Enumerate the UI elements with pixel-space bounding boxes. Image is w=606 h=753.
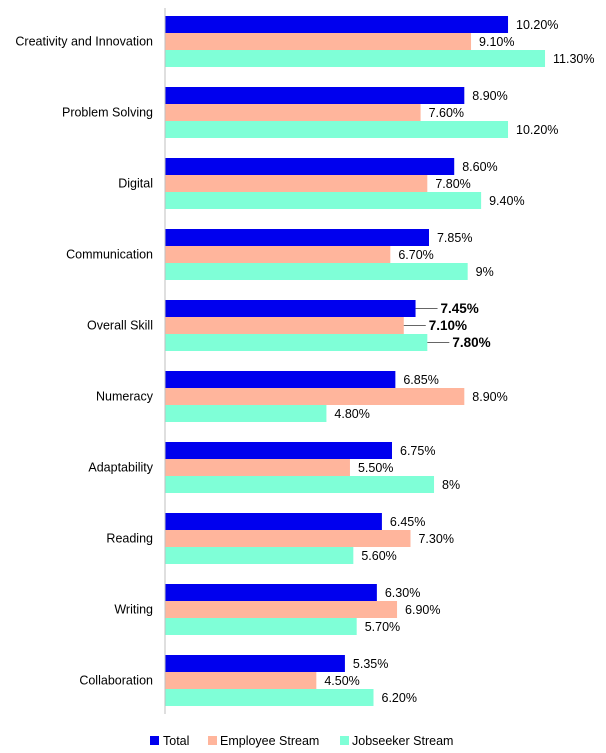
data-label-jobseeker-stream-overall-skill: 7.80% <box>452 335 490 350</box>
category-label-problem-solving: Problem Solving <box>62 106 153 120</box>
bar-total-digital <box>165 158 455 175</box>
data-label-total-adaptability: 6.75% <box>400 444 435 458</box>
bar-employee-stream-problem-solving <box>165 104 421 121</box>
category-label-writing: Writing <box>114 603 153 617</box>
bar-total-numeracy <box>165 371 396 388</box>
data-label-jobseeker-stream-communication: 9% <box>476 265 494 279</box>
bar-employee-stream-collaboration <box>165 672 317 689</box>
legend-label-employee-stream: Employee Stream <box>220 734 319 748</box>
bar-jobseeker-stream-problem-solving <box>165 121 509 138</box>
bar-total-reading <box>165 513 382 530</box>
bar-total-creativity-and-innovation <box>165 16 509 33</box>
bar-jobseeker-stream-digital <box>165 192 482 209</box>
legend-swatch-employee-stream <box>208 736 217 745</box>
data-label-employee-stream-numeracy: 8.90% <box>472 390 507 404</box>
legend-swatch-total <box>150 736 159 745</box>
data-label-employee-stream-overall-skill: 7.10% <box>429 318 467 333</box>
data-label-total-collaboration: 5.35% <box>353 657 388 671</box>
legend: Total Employee Stream Jobseeker Stream <box>150 734 453 748</box>
bar-jobseeker-stream-writing <box>165 618 357 635</box>
data-label-jobseeker-stream-problem-solving: 10.20% <box>516 123 558 137</box>
bar-jobseeker-stream-collaboration <box>165 689 374 706</box>
bar-jobseeker-stream-overall-skill <box>165 334 428 351</box>
bar-employee-stream-overall-skill <box>165 317 404 334</box>
category-label-communication: Communication <box>66 248 153 262</box>
bar-jobseeker-stream-reading <box>165 547 354 564</box>
data-label-total-reading: 6.45% <box>390 515 425 529</box>
category-label-collaboration: Collaboration <box>79 674 153 688</box>
bar-employee-stream-numeracy <box>165 388 465 405</box>
data-label-jobseeker-stream-creativity-and-innovation: 11.30% <box>553 52 594 66</box>
category-label-reading: Reading <box>106 532 153 546</box>
category-label-numeracy: Numeracy <box>96 390 154 404</box>
data-label-employee-stream-creativity-and-innovation: 9.10% <box>479 35 514 49</box>
bar-employee-stream-communication <box>165 246 391 263</box>
data-label-jobseeker-stream-collaboration: 6.20% <box>382 691 417 705</box>
plot-area: Creativity and Innovation10.20%9.10%11.3… <box>15 8 594 714</box>
data-label-employee-stream-problem-solving: 7.60% <box>429 106 464 120</box>
data-label-total-overall-skill: 7.45% <box>441 301 479 316</box>
legend-label-jobseeker-stream: Jobseeker Stream <box>352 734 453 748</box>
bar-total-writing <box>165 584 377 601</box>
bar-employee-stream-adaptability <box>165 459 350 476</box>
category-label-digital: Digital <box>118 177 153 191</box>
legend-item-employee-stream: Employee Stream <box>208 734 319 748</box>
bar-jobseeker-stream-numeracy <box>165 405 327 422</box>
bar-total-collaboration <box>165 655 345 672</box>
data-label-total-communication: 7.85% <box>437 231 472 245</box>
category-label-creativity-and-innovation: Creativity and Innovation <box>15 35 153 49</box>
bar-total-overall-skill <box>165 300 416 317</box>
data-label-jobseeker-stream-reading: 5.60% <box>361 549 396 563</box>
data-label-total-creativity-and-innovation: 10.20% <box>516 18 558 32</box>
bar-employee-stream-digital <box>165 175 428 192</box>
bar-jobseeker-stream-creativity-and-innovation <box>165 50 546 67</box>
bar-total-communication <box>165 229 429 246</box>
bar-total-adaptability <box>165 442 393 459</box>
category-label-adaptability: Adaptability <box>88 461 153 475</box>
data-label-employee-stream-collaboration: 4.50% <box>324 674 359 688</box>
legend-item-total: Total <box>150 734 189 748</box>
data-label-total-problem-solving: 8.90% <box>472 89 507 103</box>
data-label-total-digital: 8.60% <box>462 160 497 174</box>
bar-employee-stream-reading <box>165 530 411 547</box>
data-label-employee-stream-writing: 6.90% <box>405 603 440 617</box>
category-label-overall-skill: Overall Skill <box>87 319 153 333</box>
legend-swatch-jobseeker-stream <box>340 736 349 745</box>
legend-item-jobseeker-stream: Jobseeker Stream <box>340 734 453 748</box>
data-label-jobseeker-stream-numeracy: 4.80% <box>334 407 369 421</box>
bar-total-problem-solving <box>165 87 465 104</box>
data-label-total-numeracy: 6.85% <box>403 373 438 387</box>
data-label-employee-stream-digital: 7.80% <box>435 177 470 191</box>
bar-jobseeker-stream-communication <box>165 263 468 280</box>
legend-label-total: Total <box>163 734 189 748</box>
data-label-jobseeker-stream-digital: 9.40% <box>489 194 524 208</box>
data-label-jobseeker-stream-writing: 5.70% <box>365 620 400 634</box>
data-label-employee-stream-adaptability: 5.50% <box>358 461 393 475</box>
data-label-employee-stream-communication: 6.70% <box>398 248 433 262</box>
data-label-total-writing: 6.30% <box>385 586 420 600</box>
bar-employee-stream-creativity-and-innovation <box>165 33 472 50</box>
data-label-employee-stream-reading: 7.30% <box>418 532 453 546</box>
bar-employee-stream-writing <box>165 601 398 618</box>
data-label-jobseeker-stream-adaptability: 8% <box>442 478 460 492</box>
bar-jobseeker-stream-adaptability <box>165 476 435 493</box>
